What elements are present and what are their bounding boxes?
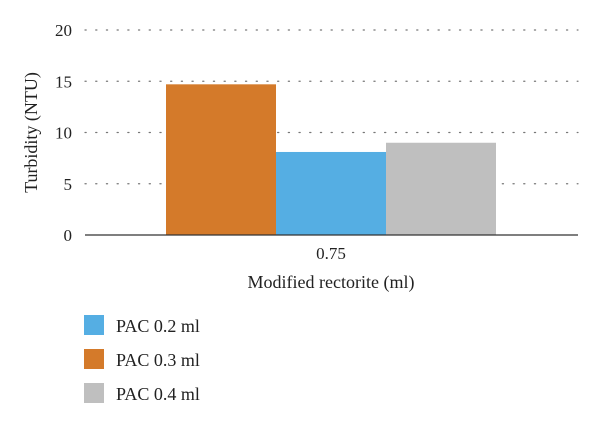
legend-swatch [84,383,104,403]
x-axis-ticks: 0.75 [316,244,346,263]
legend-swatch [84,315,104,335]
legend: PAC 0.2 ml PAC 0.3 ml PAC 0.4 ml [84,315,200,404]
bar-pac-0-3-ml [166,84,276,235]
y-axis-label: Turbidity (NTU) [21,72,42,193]
x-axis-label: Modified rectorite (ml) [248,272,415,293]
y-tick-label: 0 [64,226,73,245]
legend-label: PAC 0.3 ml [116,350,200,370]
legend-swatch [84,349,104,369]
y-tick-label: 10 [55,124,72,143]
legend-label: PAC 0.4 ml [116,384,200,404]
bar-pac-0-2-ml [276,151,386,235]
y-axis-ticks: 0 5 10 15 20 [55,21,72,245]
x-tick-label: 0.75 [316,244,346,263]
y-tick-label: 20 [55,21,72,40]
y-tick-label: 5 [64,175,73,194]
legend-label: PAC 0.2 ml [116,316,200,336]
y-tick-label: 15 [55,72,72,91]
bars [166,84,496,235]
bar-pac-0-4-ml [386,142,496,235]
